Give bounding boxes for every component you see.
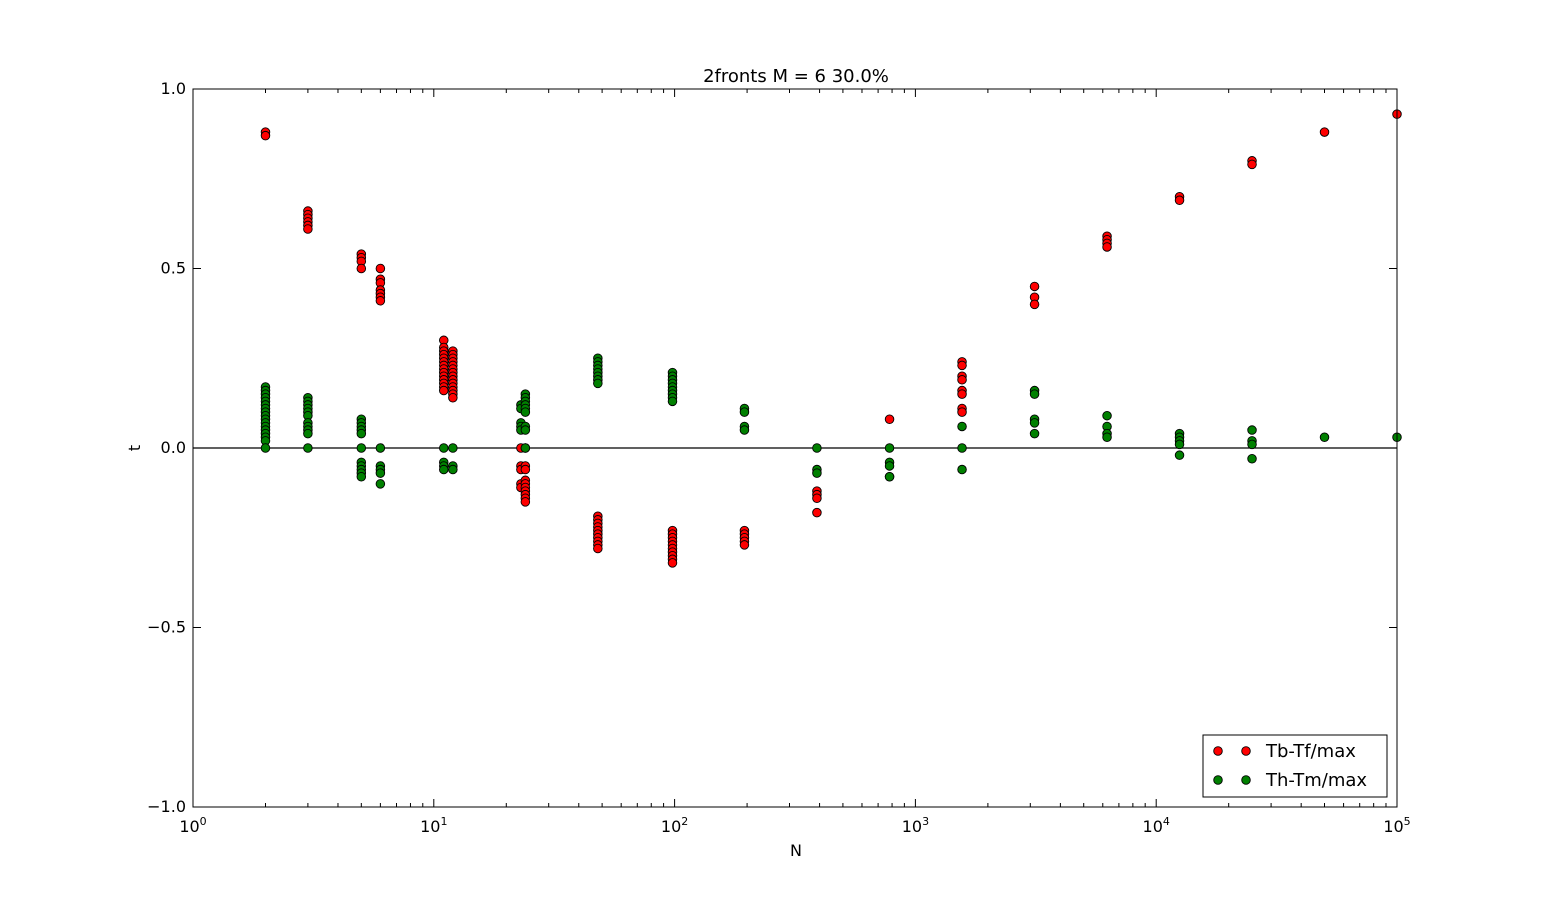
data-point bbox=[1029, 389, 1040, 399]
data-point bbox=[667, 396, 678, 407]
data-point bbox=[884, 443, 895, 453]
data-point bbox=[303, 428, 313, 439]
data-point bbox=[1247, 425, 1257, 435]
legend: Tb-Tf/max Th-Tm/max bbox=[1202, 734, 1388, 798]
series-1 bbox=[260, 109, 1402, 568]
data-point bbox=[957, 389, 967, 399]
data-point bbox=[439, 464, 449, 475]
data-point bbox=[448, 443, 458, 453]
x-tick-label: 101 bbox=[420, 815, 447, 836]
x-tick-label: 105 bbox=[1383, 815, 1410, 836]
data-point bbox=[1029, 428, 1040, 439]
data-point bbox=[1102, 410, 1112, 421]
x-tick-labels: 100 101 102 103 104 105 bbox=[179, 815, 1410, 836]
data-point bbox=[957, 360, 967, 371]
data-point bbox=[1102, 242, 1112, 252]
data-point bbox=[884, 461, 895, 471]
data-point bbox=[1029, 281, 1040, 292]
data-point bbox=[439, 385, 449, 396]
data-point bbox=[439, 443, 449, 453]
data-point bbox=[375, 443, 386, 453]
legend-marker bbox=[1241, 746, 1251, 756]
data-point bbox=[375, 468, 386, 478]
data-points bbox=[260, 109, 1402, 568]
data-point bbox=[375, 479, 386, 489]
y-tick-label: 0.5 bbox=[161, 259, 186, 278]
data-point bbox=[739, 425, 750, 435]
data-point bbox=[593, 543, 603, 554]
data-point bbox=[448, 392, 458, 403]
data-point bbox=[448, 464, 458, 475]
data-point bbox=[520, 407, 531, 417]
data-point bbox=[1247, 454, 1257, 464]
data-point bbox=[739, 407, 750, 417]
data-point bbox=[812, 507, 822, 518]
x-tick-label: 102 bbox=[661, 815, 688, 836]
series-2 bbox=[260, 353, 1402, 489]
data-point bbox=[957, 375, 967, 385]
data-point bbox=[1029, 299, 1040, 310]
x-tick-label: 100 bbox=[179, 815, 206, 836]
y-tick-label: −0.5 bbox=[147, 618, 186, 637]
y-axis-label: t bbox=[125, 445, 144, 451]
data-point bbox=[356, 428, 367, 439]
data-point bbox=[1174, 439, 1185, 450]
data-point bbox=[957, 464, 967, 475]
data-point bbox=[1319, 127, 1330, 137]
y-tick-label: 0.0 bbox=[161, 438, 186, 457]
data-point bbox=[356, 471, 367, 482]
data-point bbox=[884, 471, 895, 482]
data-point bbox=[260, 130, 271, 141]
y-tick-label: 1.0 bbox=[161, 79, 186, 98]
data-point bbox=[520, 443, 531, 453]
legend-marker bbox=[1241, 775, 1251, 785]
data-point bbox=[1319, 432, 1330, 442]
data-point bbox=[812, 493, 822, 504]
legend-label: Th-Tm/max bbox=[1265, 770, 1367, 791]
chart-title: 2fronts M = 6 30.0% bbox=[703, 66, 889, 87]
legend-marker bbox=[1213, 775, 1223, 785]
data-point bbox=[303, 224, 313, 234]
data-point bbox=[1102, 432, 1112, 442]
data-point bbox=[520, 464, 531, 475]
x-tick-label: 104 bbox=[1143, 815, 1170, 836]
data-point bbox=[812, 468, 822, 478]
y-tick-label: −1.0 bbox=[147, 797, 186, 816]
data-point bbox=[739, 540, 750, 550]
data-point bbox=[957, 421, 967, 432]
legend-marker bbox=[1213, 746, 1223, 756]
data-point bbox=[1029, 418, 1040, 428]
data-point bbox=[356, 263, 367, 274]
y-tick-labels: 1.0 0.5 0.0 −0.5 −1.0 bbox=[147, 79, 186, 816]
data-point bbox=[884, 414, 895, 425]
x-tick-label: 103 bbox=[902, 815, 929, 836]
data-point bbox=[1247, 159, 1257, 170]
data-point bbox=[375, 296, 386, 306]
plot-frame bbox=[192, 88, 1398, 808]
data-point bbox=[520, 497, 531, 507]
data-point bbox=[1174, 195, 1185, 206]
data-point bbox=[520, 425, 531, 435]
data-point bbox=[1247, 439, 1257, 450]
data-point bbox=[356, 443, 367, 453]
data-point bbox=[667, 558, 678, 568]
legend-label: Tb-Tf/max bbox=[1265, 741, 1356, 762]
legend-box bbox=[1202, 734, 1388, 798]
data-point bbox=[957, 407, 967, 417]
data-point bbox=[593, 378, 603, 389]
data-point bbox=[375, 263, 386, 274]
data-point bbox=[812, 443, 822, 453]
data-point bbox=[1174, 450, 1185, 460]
data-point bbox=[957, 443, 967, 453]
data-point bbox=[260, 443, 271, 453]
x-axis-label: N bbox=[790, 841, 802, 860]
data-point bbox=[303, 443, 313, 453]
